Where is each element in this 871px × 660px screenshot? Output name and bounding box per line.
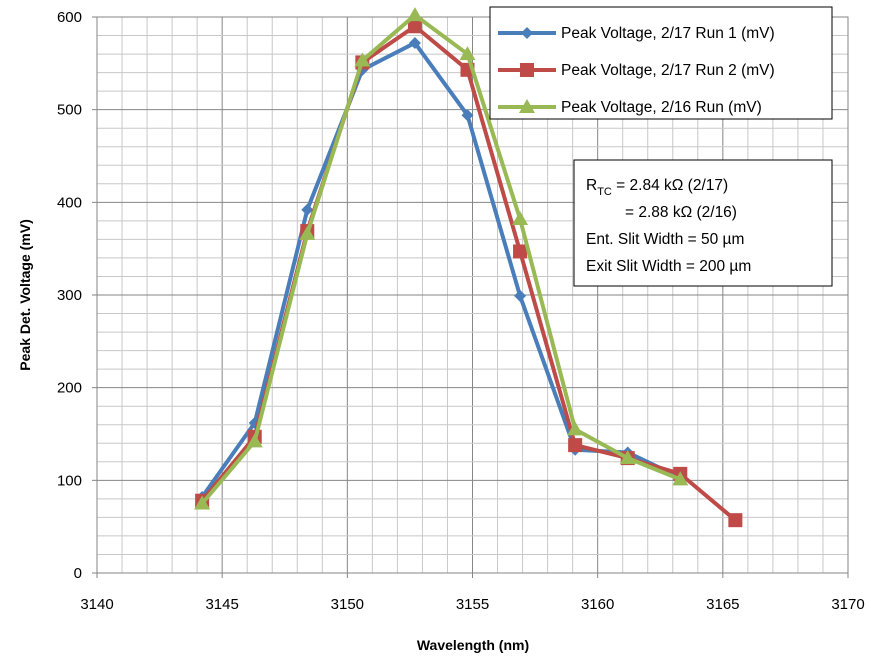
legend-swatch-marker xyxy=(520,63,534,77)
data-point xyxy=(461,109,474,122)
y-tick-label: 400 xyxy=(57,194,82,211)
legend-item: Peak Voltage, 2/17 Run 2 (mV) xyxy=(498,62,775,79)
legend-swatch-marker xyxy=(521,27,533,39)
legend-label: Peak Voltage, 2/16 Run (mV) xyxy=(561,99,762,116)
legend-item: Peak Voltage, 2/16 Run (mV) xyxy=(498,99,762,116)
legend-swatch-marker xyxy=(519,99,535,113)
x-tick-label: 3145 xyxy=(205,596,238,613)
data-point xyxy=(728,513,743,528)
y-tick-label: 600 xyxy=(57,9,82,26)
data-point xyxy=(354,52,371,67)
series-3 xyxy=(194,7,689,510)
data-point xyxy=(619,450,636,465)
annotation-line-3: Ent. Slit Width = 50 µm xyxy=(586,231,744,248)
data-point xyxy=(567,421,584,436)
y-tick-label: 0 xyxy=(74,565,82,582)
x-tick-labels: 3140 3145 3150 3155 3160 3165 3170 xyxy=(80,596,864,613)
data-point xyxy=(568,438,583,453)
axes xyxy=(92,16,849,578)
legend: Peak Voltage, 2/17 Run 1 (mV) Peak Voltag… xyxy=(489,6,833,120)
x-tick-label: 3155 xyxy=(456,596,489,613)
legend-box xyxy=(489,6,833,120)
y-axis-label: Peak Det. Voltage (mV) xyxy=(17,219,33,370)
annotation-line-4: Exit Slit Width = 200 µm xyxy=(586,258,751,275)
data-point xyxy=(459,46,476,61)
data-point xyxy=(513,244,528,259)
legend-label: Peak Voltage, 2/17 Run 1 (mV) xyxy=(561,25,775,42)
x-tick-label: 3160 xyxy=(581,596,614,613)
data-point xyxy=(408,36,421,49)
x-tick-label: 3140 xyxy=(80,596,113,613)
data-point xyxy=(246,433,263,448)
data-point xyxy=(672,471,689,486)
y-tick-label: 100 xyxy=(57,472,82,489)
data-point xyxy=(194,495,211,510)
annotation-box: RTC = 2.84 kΩ (2/17) = 2.88 kΩ (2/16) En… xyxy=(573,159,833,287)
data-point xyxy=(406,7,423,22)
y-tick-label: 300 xyxy=(57,287,82,304)
annotation-line-1: RTC = 2.84 kΩ (2/17) xyxy=(586,177,728,198)
x-tick-label: 3170 xyxy=(831,596,864,613)
legend-label: Peak Voltage, 2/17 Run 2 (mV) xyxy=(561,62,775,79)
annotation-frame xyxy=(573,159,833,287)
x-tick-label: 3150 xyxy=(331,596,364,613)
annotation-line-2: = 2.88 kΩ (2/16) xyxy=(625,204,737,221)
data-point xyxy=(407,19,422,34)
data-point xyxy=(512,211,529,226)
grid xyxy=(97,17,848,573)
x-axis-label: Wavelength (nm) xyxy=(417,637,529,653)
y-tick-labels: 0 100 200 300 400 500 600 xyxy=(57,9,82,582)
y-tick-label: 500 xyxy=(57,102,82,119)
legend-item: Peak Voltage, 2/17 Run 1 (mV) xyxy=(498,25,775,42)
series-line xyxy=(200,13,682,505)
y-tick-label: 200 xyxy=(57,380,82,397)
data-point xyxy=(514,289,527,302)
series-layer xyxy=(194,7,743,528)
x-tick-label: 3165 xyxy=(706,596,739,613)
data-point xyxy=(299,225,316,240)
data-point xyxy=(301,203,314,216)
